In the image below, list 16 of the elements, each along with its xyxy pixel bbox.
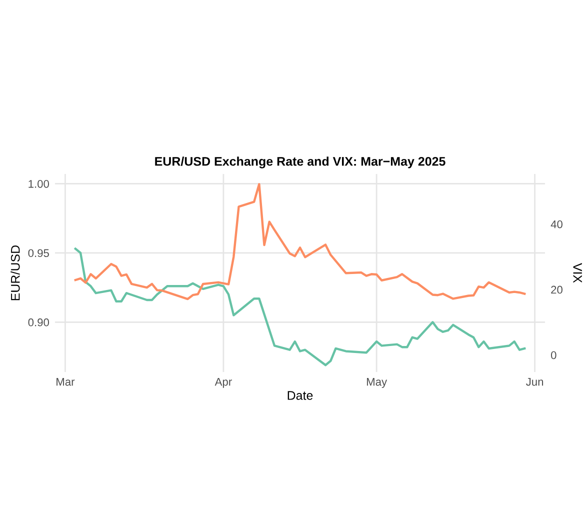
y2-tick-label: 40 [550, 220, 562, 228]
x-tick-label: Apr [214, 378, 232, 388]
y2-axis-title: VIX [573, 262, 582, 283]
x-tick-label: Jun [526, 378, 544, 386]
y-tick-label: 0.90 [28, 318, 50, 326]
x-tick-label: May [366, 378, 388, 388]
x-axis-title: Date [288, 391, 313, 400]
chart-title: EUR/USD Exchange Rate and VIX: Mar−May 2025 [155, 156, 446, 168]
line-series [74, 183, 526, 300]
y2-tick-label: 20 [551, 286, 562, 294]
y-tick-label: 1.00 [28, 180, 50, 188]
y-tick-label: 0.95 [28, 249, 49, 258]
y2-tick-label: 0 [550, 351, 556, 360]
x-tick-label: Mar [56, 378, 75, 386]
line-series [74, 248, 526, 366]
y-axis-title: EUR/USD [10, 245, 20, 300]
